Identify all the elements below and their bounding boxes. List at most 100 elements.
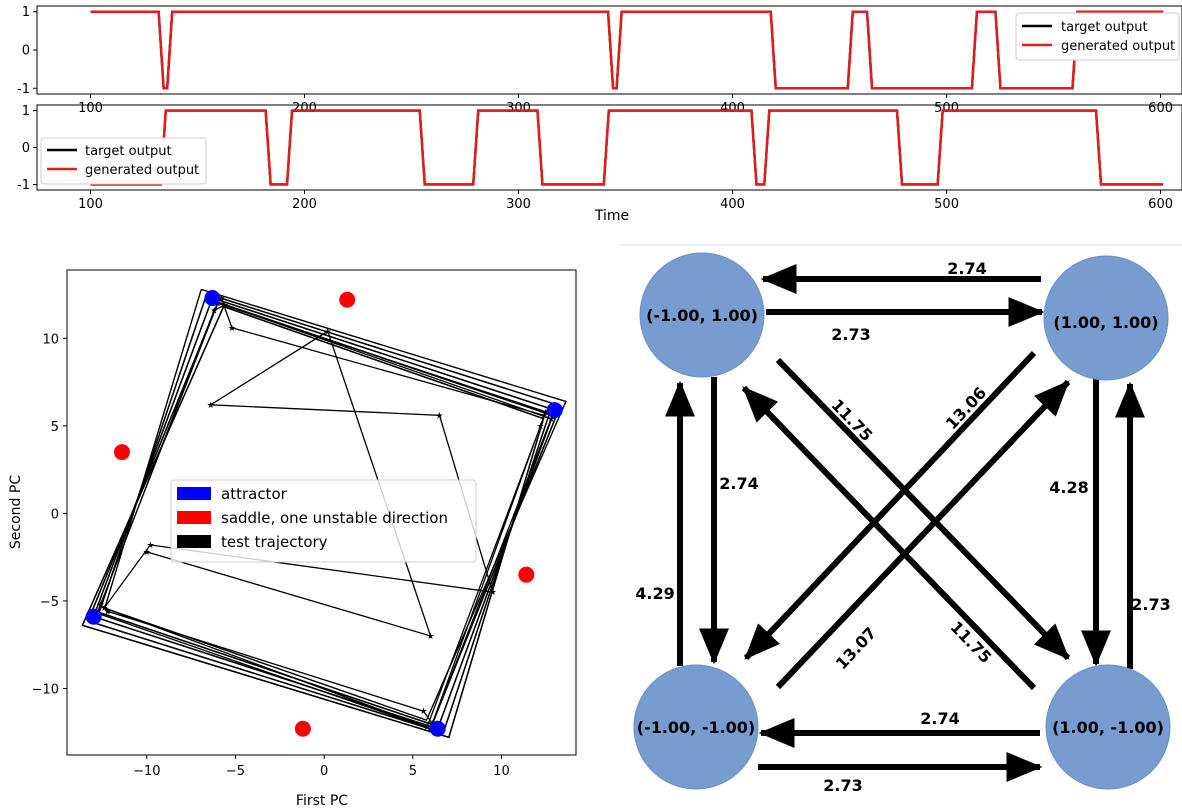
pca-plot-frame [66, 269, 577, 756]
trajectory-star-marker: ★ [489, 588, 497, 598]
label-br-to-tr: 2.73 [1131, 595, 1170, 614]
trajectory-stray-segment [96, 297, 553, 730]
node-br-circle [1045, 664, 1171, 790]
time-axis-label: Time [594, 208, 629, 224]
top-target-output-line [90, 10, 1164, 90]
bottom-legend-target-label: target output [85, 144, 172, 159]
trajectory-star-marker: ★ [547, 415, 555, 425]
pca-x-tick-label: −5 [226, 764, 245, 779]
pca-y-tick-label: 5 [51, 420, 59, 435]
y-tick-label: 0 [22, 44, 30, 59]
pca-y-tick-label: 10 [42, 332, 59, 347]
trajectory-star-marker: ★ [210, 306, 218, 316]
label-br-to-bl: 2.74 [920, 709, 959, 728]
top-legend-box [1015, 12, 1180, 61]
x-tick-label: 600 [1148, 101, 1173, 116]
node-bl: (-1.00, -1.00) [633, 664, 759, 790]
node-tl: (-1.00, 1.00) [639, 252, 765, 378]
top-legend-target-label: target output [1061, 20, 1148, 35]
x-tick-label: 500 [934, 101, 959, 116]
pca-y-tick-label: 0 [51, 507, 59, 522]
y-tick-label: -1 [17, 178, 30, 193]
label-tl-to-tr: 2.73 [831, 325, 870, 344]
trajectory-star-marker: ★ [207, 401, 215, 411]
edge-tr-to-bl [743, 350, 1037, 661]
trajectory-star-marker: ★ [419, 707, 427, 717]
legend-attractor-label: attractor [221, 485, 288, 503]
top-legend-generated-label: generated output [1061, 39, 1175, 54]
bottom-y-ticks: 1 0 -1 [17, 104, 37, 193]
saddle-point [339, 291, 356, 308]
trajectory-star-marker: ★ [536, 422, 544, 432]
label-bl-to-br: 2.73 [823, 776, 862, 795]
pca-x-tick-label: −10 [133, 764, 160, 779]
trajectory-star-marker: ★ [104, 607, 112, 617]
trajectory-star-marker: ★ [221, 301, 229, 311]
trajectory-star-marker: ★ [214, 299, 222, 309]
y-tick-label: -1 [17, 82, 30, 97]
bottom-target-output-line [90, 109, 1164, 186]
pca-x-tick-label: 5 [409, 764, 417, 779]
x-tick-label: 200 [292, 101, 317, 116]
bottom-time-panel: 1 0 -1 100 200 300 400 500 600 target output ge… [17, 104, 1182, 224]
label-tr-to-br: 4.28 [1049, 478, 1088, 497]
bottom-generated-output-line [90, 109, 1164, 186]
saddle-point [113, 444, 130, 461]
attractor-point [546, 402, 563, 419]
attractor-point [85, 608, 102, 625]
fixed-points [85, 290, 563, 737]
node-tr-label: (1.00, 1.00) [1053, 313, 1158, 332]
attractor-point [204, 290, 221, 307]
pca-x-tick-label: 0 [320, 764, 328, 779]
pca-y-tick-label: −5 [40, 595, 59, 610]
label-bl-to-tl: 4.29 [635, 584, 674, 603]
y-tick-label: 1 [22, 104, 30, 119]
edge-br-to-tl [741, 385, 1037, 691]
x-tick-label: 100 [78, 101, 103, 116]
x-tick-label: 400 [720, 101, 745, 116]
trajectory-star-marker: ★ [324, 327, 332, 337]
bottom-legend-generated-label: generated output [85, 163, 199, 178]
node-br-label: (1.00, -1.00) [1052, 718, 1164, 737]
top-generated-output-line [90, 10, 1164, 90]
trajectory-star-marker: ★ [143, 548, 151, 558]
trajectory-star-marker: ★ [427, 632, 435, 642]
x-tick-label: 300 [506, 101, 531, 116]
node-bl-circle [633, 664, 759, 790]
trajectory-star-marker: ★ [542, 408, 550, 418]
saddle-point [518, 566, 535, 583]
label-bl-to-tr: 13.07 [832, 623, 880, 673]
attractor-point [429, 720, 446, 737]
legend-trajectory-label: test trajectory [221, 533, 328, 551]
legend-saddle-swatch [177, 511, 211, 524]
trajectory-star-marker: ★ [228, 324, 236, 334]
legend-attractor-swatch [177, 487, 211, 500]
x-tick-label: 200 [292, 197, 317, 212]
x-tick-label: 600 [1148, 197, 1173, 212]
x-tick-label: 400 [720, 197, 745, 212]
pca-legend-box [170, 479, 477, 563]
pca-x-ticks: −10 −5 0 5 10 [133, 755, 510, 779]
pca-x-tick-label: 10 [493, 764, 510, 779]
x-tick-label: 500 [934, 197, 959, 212]
y-tick-label: 1 [22, 5, 30, 20]
edge-tl-to-br [775, 357, 1071, 661]
trajectory-star-marker: ★ [217, 294, 225, 304]
trajectory-star-marker: ★ [97, 600, 105, 610]
pca-y-ticks: 10 5 0 −5 −10 [32, 332, 67, 697]
second-pc-axis-label: Second PC [8, 475, 24, 549]
pca-legend: attractor saddle, one unstable direction… [170, 479, 477, 563]
node-tr: (1.00, 1.00) [1043, 255, 1169, 381]
trajectory-star-marker: ★ [540, 411, 548, 421]
node-br: (1.00, -1.00) [1045, 664, 1171, 790]
transition-graph: 2.74 2.73 2.74 4.29 4.28 2.73 2.74 2.73 … [620, 244, 1182, 795]
trajectory-star-marker: ★ [146, 541, 154, 551]
bottom-x-ticks: 100 200 300 400 500 600 [78, 190, 1173, 212]
trajectory-star-marker: ★ [423, 723, 431, 733]
x-tick-label: 100 [78, 197, 103, 212]
node-tl-label: (-1.00, 1.00) [646, 306, 758, 325]
label-tr-to-tl: 2.74 [947, 259, 986, 278]
node-tl-circle [639, 252, 765, 378]
bottom-legend-box [40, 137, 207, 185]
